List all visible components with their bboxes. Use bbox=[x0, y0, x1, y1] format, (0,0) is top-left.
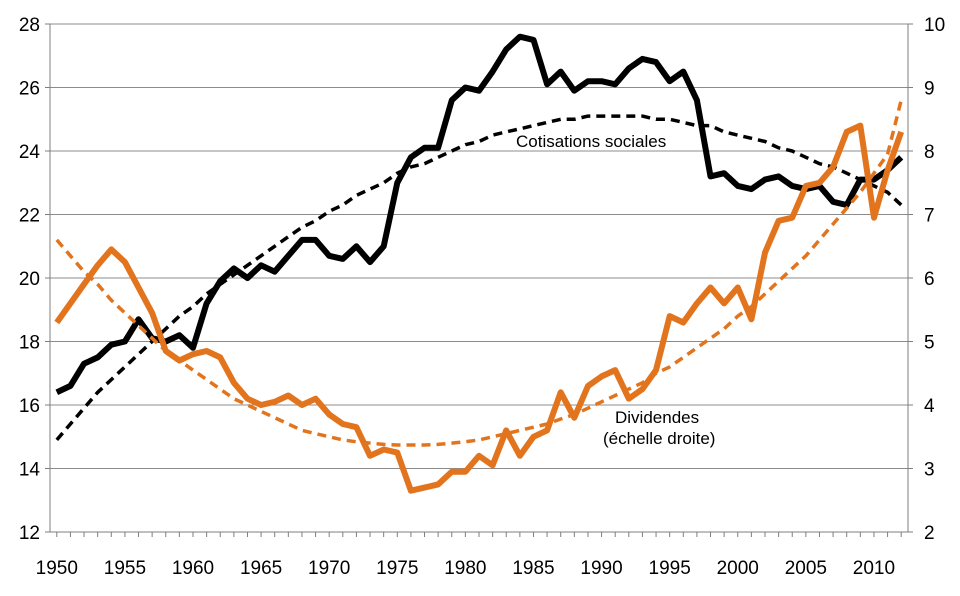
x-tick-label: 1995 bbox=[649, 558, 691, 579]
right-axis-ticks: 2 3 4 5 6 7 8 9 10 bbox=[924, 15, 945, 544]
x-tick-label: 1960 bbox=[172, 558, 214, 579]
right-tick-label: 10 bbox=[924, 15, 945, 36]
axes bbox=[45, 23, 913, 537]
right-tick-label: 8 bbox=[924, 142, 935, 163]
x-tick-label: 1965 bbox=[240, 558, 282, 579]
left-tick-label: 28 bbox=[19, 15, 40, 36]
x-tick-label: 1970 bbox=[308, 558, 350, 579]
x-tick-label: 1990 bbox=[580, 558, 622, 579]
left-axis-ticks: 12 14 16 18 20 22 24 26 28 bbox=[19, 15, 41, 544]
right-tick-label: 6 bbox=[924, 269, 935, 290]
x-tick-label: 1950 bbox=[36, 558, 78, 579]
x-axis-ticks: 1950 1955 1960 1965 1970 1975 1980 1985 1990 1995… bbox=[36, 558, 895, 579]
right-tick-label: 2 bbox=[924, 523, 935, 544]
left-tick-label: 22 bbox=[19, 206, 40, 227]
left-tick-label: 14 bbox=[19, 460, 41, 481]
x-tick-label: 2000 bbox=[717, 558, 759, 579]
left-tick-label: 26 bbox=[19, 79, 40, 100]
left-tick-label: 16 bbox=[19, 396, 40, 417]
series-line-dividendes-tendance bbox=[55, 99, 903, 447]
x-tick-label: 1980 bbox=[444, 558, 486, 579]
x-tick-label: 2005 bbox=[785, 558, 827, 579]
left-tick-label: 18 bbox=[19, 333, 40, 354]
series-line-cotisations-sociales bbox=[55, 33, 904, 396]
left-tick-label: 12 bbox=[19, 523, 40, 544]
right-tick-label: 3 bbox=[924, 460, 935, 481]
annotation-dividendes-scale: (échelle droite) bbox=[603, 429, 715, 448]
annotation-cotisations: Cotisations sociales bbox=[516, 132, 666, 151]
right-tick-label: 9 bbox=[924, 79, 935, 100]
left-tick-label: 24 bbox=[19, 142, 41, 163]
series-line-cotisations-sociales-tendance bbox=[55, 114, 903, 442]
series-line-dividendes bbox=[54, 122, 905, 494]
x-tick-label: 1975 bbox=[376, 558, 418, 579]
x-tick-label: 1955 bbox=[104, 558, 146, 579]
right-tick-label: 4 bbox=[924, 396, 935, 417]
series-group bbox=[54, 33, 905, 494]
x-tick-label: 1985 bbox=[512, 558, 554, 579]
left-tick-label: 20 bbox=[19, 269, 40, 290]
annotation-dividendes: Dividendes bbox=[615, 408, 699, 427]
x-tick-label: 2010 bbox=[853, 558, 895, 579]
right-tick-label: 5 bbox=[924, 333, 935, 354]
right-tick-label: 7 bbox=[924, 206, 935, 227]
